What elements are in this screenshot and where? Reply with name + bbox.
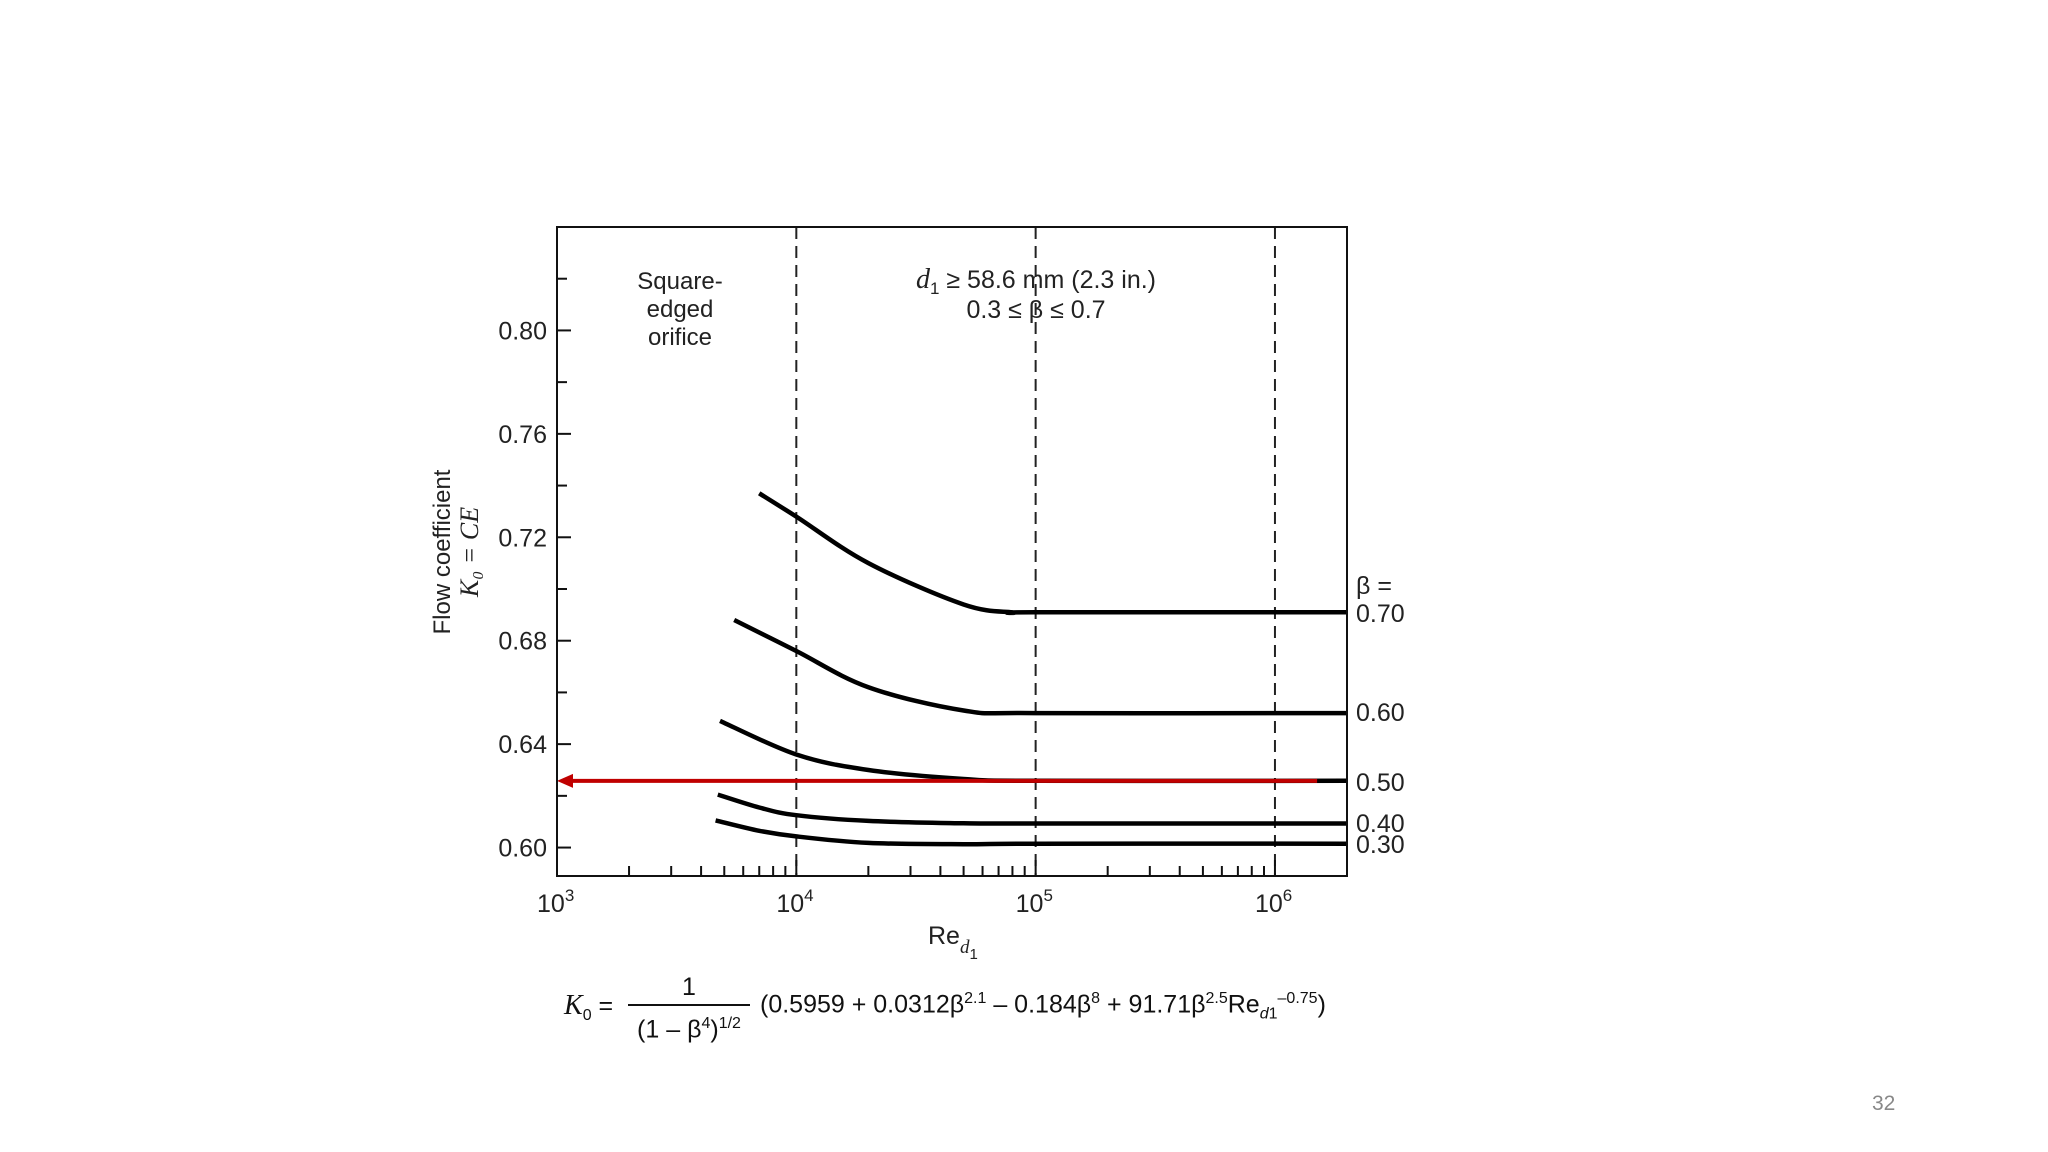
formula-fraction: 1 (1 – β4)1/2 — [628, 970, 750, 1047]
x-axis-label: Red1 — [928, 922, 978, 963]
slide-number: 32 — [1872, 1092, 1896, 1115]
orifice-line3: orifice — [648, 324, 712, 351]
range-line1: d1 ≥ 58.6 mm (2.3 in.) — [916, 264, 1156, 298]
formula-lhs: K0 = — [564, 990, 614, 1024]
y-axis-label-line1: Flow coefficient — [429, 469, 456, 634]
beta-curve-040 — [717, 792, 1348, 826]
beta-curve-070 — [758, 491, 1347, 616]
range-annotation: d1 ≥ 58.6 mm (2.3 in.) 0.3 ≤ β ≤ 0.7 — [916, 264, 1156, 324]
dashed-reference-lines — [795, 227, 1276, 876]
beta-label: β = — [1356, 572, 1392, 600]
beta-curve-050 — [719, 718, 1348, 784]
y-tick-label: 0.80 — [498, 317, 547, 345]
beta-curve-060 — [733, 617, 1348, 716]
y-tick-label: 0.72 — [498, 524, 547, 552]
fraction-bar — [628, 1004, 750, 1006]
x-tick-label: 106 — [1255, 886, 1292, 918]
range-line2: 0.3 ≤ β ≤ 0.7 — [966, 296, 1105, 324]
series-label-070: 0.70 — [1356, 600, 1405, 628]
y-axis-label-line2: K₀ = CE — [455, 507, 484, 598]
y-tick-label: 0.76 — [498, 421, 547, 449]
orifice-line1: Square- — [637, 268, 722, 295]
series-label-060: 0.60 — [1356, 699, 1405, 727]
y-tick-label: 0.60 — [498, 835, 547, 863]
axis-ticks — [556, 277, 1348, 876]
formula-denominator: (1 – β4)1/2 — [637, 1015, 741, 1044]
x-tick-label: 104 — [776, 886, 813, 918]
y-tick-label: 0.64 — [498, 731, 547, 759]
tick-labels: 0.60 0.64 0.68 0.72 0.76 0.80 103 104 105 106 — [498, 317, 1292, 918]
red-arrow — [557, 773, 1318, 788]
series-label-040: 0.40 — [1356, 810, 1405, 838]
formula-numerator: 1 — [682, 973, 696, 1001]
series-labels: β = 0.70 0.60 0.50 0.40 0.30 — [1356, 572, 1405, 859]
orifice-line2: edged — [647, 296, 714, 323]
beta-curve-030 — [715, 818, 1348, 847]
x-tick-label: 105 — [1016, 886, 1053, 918]
y-axis-label: Flow coefficient K₀ = CE — [429, 469, 484, 634]
orifice-annotation: Square- edged orifice — [637, 268, 722, 351]
arrow-head — [557, 773, 573, 788]
x-tick-label: 103 — [537, 886, 574, 918]
series-label-050: 0.50 — [1356, 769, 1405, 797]
formula-expression: (0.5959 + 0.0312β2.1 – 0.184β8 + 91.71β2… — [760, 990, 1326, 1023]
plot-frame — [556, 226, 1348, 877]
beta-curves — [715, 491, 1348, 847]
series-label-030: 0.30 — [1356, 831, 1405, 859]
y-tick-label: 0.68 — [498, 628, 547, 656]
